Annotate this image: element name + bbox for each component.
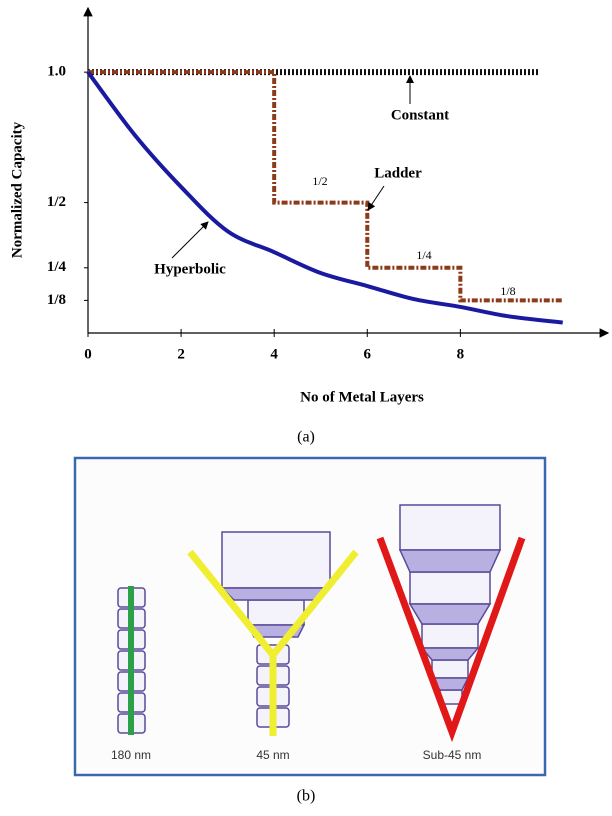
y-axis-label: Normalized Capacity (9, 121, 25, 258)
annotation: 1/2 (312, 174, 327, 188)
series-label: Constant (391, 107, 449, 123)
page: {"chart_data": {"type": "line", "y_label… (0, 0, 612, 816)
x-tick-label: 8 (457, 346, 465, 362)
caption-a: (a) (297, 429, 315, 446)
x-tick-label: 6 (364, 346, 372, 362)
y-tick-label: 1.0 (47, 64, 66, 80)
node-label: Sub-45 nm (423, 748, 482, 762)
annotation: 1/4 (416, 248, 431, 262)
node-label: 180 nm (111, 748, 151, 762)
x-tick-label: 2 (177, 346, 185, 362)
x-axis-label: No of Metal Layers (300, 389, 424, 405)
series-label: Ladder (374, 165, 422, 181)
x-tick-label: 4 (270, 346, 278, 362)
y-tick-label: 1/2 (47, 194, 66, 210)
y-tick-label: 1/4 (47, 259, 67, 275)
annotation-arrow (368, 186, 384, 210)
figure: Normalized Capacity No of Metal Layers (… (0, 0, 612, 816)
node-label: 45 nm (256, 748, 289, 762)
caption-b: (b) (297, 788, 316, 805)
x-tick-label: 0 (84, 346, 92, 362)
line-series (88, 72, 563, 322)
diagram (75, 458, 545, 775)
series-label: Hyperbolic (154, 261, 226, 277)
y-tick-label: 1/8 (47, 292, 66, 308)
annotation: 1/8 (500, 284, 515, 298)
annotation-arrow (172, 222, 208, 258)
